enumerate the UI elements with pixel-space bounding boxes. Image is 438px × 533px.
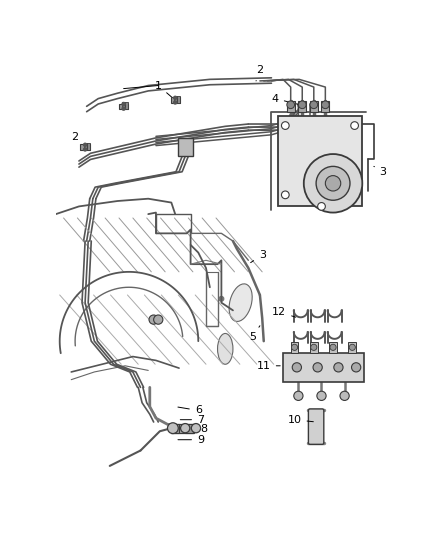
Text: 7: 7: [180, 415, 204, 425]
Text: 8: 8: [184, 424, 207, 434]
Circle shape: [173, 96, 177, 99]
Circle shape: [317, 391, 326, 400]
Circle shape: [282, 122, 289, 130]
Circle shape: [311, 344, 317, 350]
Circle shape: [298, 101, 306, 109]
Text: 12: 12: [272, 307, 296, 317]
Circle shape: [330, 344, 336, 350]
Bar: [298, 101, 306, 112]
Circle shape: [122, 107, 125, 110]
Circle shape: [191, 424, 201, 433]
Circle shape: [304, 154, 362, 213]
Bar: [310, 342, 318, 353]
Ellipse shape: [218, 334, 233, 364]
Bar: [177, 138, 193, 156]
Circle shape: [310, 101, 318, 109]
Circle shape: [349, 344, 355, 350]
Circle shape: [122, 102, 125, 106]
Bar: [81, 144, 90, 150]
Circle shape: [219, 296, 224, 301]
Ellipse shape: [229, 284, 252, 321]
Circle shape: [287, 101, 294, 109]
Circle shape: [318, 203, 325, 210]
Circle shape: [352, 363, 361, 372]
Text: 3: 3: [374, 166, 387, 177]
Bar: [349, 342, 356, 353]
Bar: [84, 142, 87, 150]
Text: 2: 2: [71, 132, 85, 147]
Circle shape: [149, 315, 158, 324]
Circle shape: [334, 363, 343, 372]
Circle shape: [316, 166, 350, 200]
Circle shape: [84, 148, 87, 151]
Text: 9: 9: [178, 435, 204, 445]
Bar: [283, 353, 364, 382]
Circle shape: [180, 424, 190, 433]
Circle shape: [351, 191, 358, 199]
Bar: [310, 101, 318, 112]
Circle shape: [167, 423, 178, 433]
FancyBboxPatch shape: [308, 409, 324, 445]
Bar: [171, 424, 194, 433]
Bar: [321, 101, 329, 112]
Text: 11: 11: [257, 361, 280, 371]
Bar: [170, 98, 180, 103]
Text: 10: 10: [287, 415, 313, 425]
Text: 4: 4: [272, 94, 304, 106]
Bar: [287, 101, 294, 112]
Text: 3: 3: [251, 250, 266, 263]
Bar: [177, 95, 180, 103]
Circle shape: [84, 143, 87, 147]
Circle shape: [351, 122, 358, 130]
Circle shape: [325, 175, 341, 191]
Bar: [291, 342, 298, 353]
Bar: [119, 103, 128, 109]
Circle shape: [173, 101, 177, 104]
Bar: [87, 142, 90, 150]
Bar: [171, 424, 179, 433]
Circle shape: [294, 391, 303, 400]
Bar: [185, 424, 193, 433]
Bar: [125, 102, 128, 109]
Circle shape: [340, 391, 349, 400]
Text: 5: 5: [249, 326, 260, 342]
Text: 6: 6: [178, 406, 202, 415]
Bar: [329, 342, 337, 353]
Circle shape: [313, 363, 322, 372]
Circle shape: [292, 363, 301, 372]
Bar: [173, 95, 177, 103]
Circle shape: [321, 101, 329, 109]
Text: 1: 1: [155, 80, 173, 98]
Circle shape: [282, 191, 289, 199]
Bar: [122, 102, 125, 109]
Bar: [278, 116, 362, 206]
Circle shape: [291, 344, 298, 350]
Text: 2: 2: [256, 65, 264, 81]
Circle shape: [154, 315, 163, 324]
